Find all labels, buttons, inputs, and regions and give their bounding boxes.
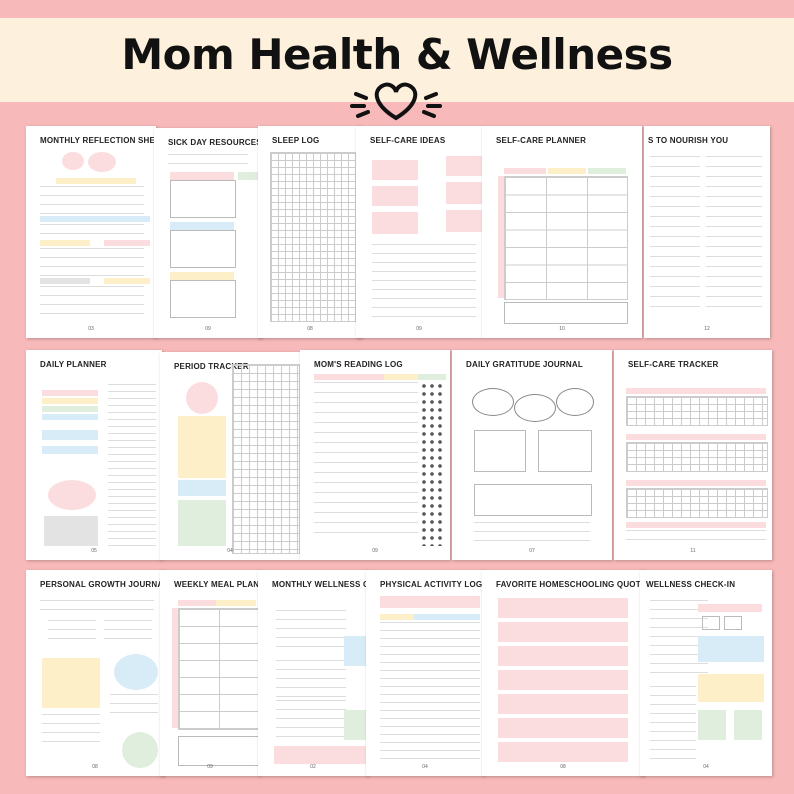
page-number: 10 <box>559 326 565 332</box>
heart-icon <box>350 82 442 121</box>
page-self-care-planner: SELF-CARE PLANNER 10 <box>482 126 642 338</box>
page-moms-reading-log: MOM'S READING LOG 09 <box>300 350 450 560</box>
page-number: 08 <box>92 764 98 770</box>
page-title: MONTHLY REFLECTION SHEET <box>40 136 156 145</box>
page-nourish-you: S TO NOURISH YOU 12 <box>644 126 770 338</box>
page-title: PHYSICAL ACTIVITY LOG <box>380 580 483 589</box>
page-personal-growth-journal: PERSONAL GROWTH JOURNAL 08 <box>26 570 164 776</box>
page-number: 08 <box>307 326 313 332</box>
page-number: 11 <box>690 548 696 554</box>
page-title: MONTHLY WELLNESS CHECK-IN <box>272 580 368 589</box>
page-daily-gratitude-journal: DAILY GRATITUDE JOURNAL 07 <box>452 350 612 560</box>
page-weekly-meal-planner: WEEKLY MEAL PLANNER 09 <box>160 570 260 776</box>
page-period-tracker: PERIOD TRACKER 04 <box>160 352 300 560</box>
page-title: SICK DAY RESOURCES <box>168 138 262 147</box>
page-self-care-tracker: SELF-CARE TRACKER 11 <box>614 350 772 560</box>
page-daily-planner: DAILY PLANNER 05 <box>26 350 162 560</box>
page-number: 09 <box>205 326 211 332</box>
page-title: MOM'S READING LOG <box>314 360 403 369</box>
page-sick-day-resources: SICK DAY RESOURCES 09 <box>154 128 262 338</box>
page-title: DAILY PLANNER <box>40 360 107 369</box>
page-title: DAILY GRATITUDE JOURNAL <box>466 360 583 369</box>
page-monthly-reflection: MONTHLY REFLECTION SHEET 03 <box>26 126 156 338</box>
page-favorite-homeschooling-quotes: FAVORITE HOMESCHOOLING QUOTES... 08 <box>482 570 644 776</box>
page-number: 07 <box>529 548 535 554</box>
page-title: PERSONAL GROWTH JOURNAL <box>40 580 164 589</box>
page-number: 04 <box>227 548 233 554</box>
page-title: S TO NOURISH YOU <box>648 136 729 145</box>
page-number: 05 <box>91 548 97 554</box>
page-number: 12 <box>704 326 710 332</box>
page-title: SELF-CARE PLANNER <box>496 136 587 145</box>
page-number: 08 <box>560 764 566 770</box>
page-title: PERIOD TRACKER <box>174 362 249 371</box>
page-number: 04 <box>422 764 428 770</box>
page-monthly-wellness-check-in: MONTHLY WELLNESS CHECK-IN 02 <box>258 570 368 776</box>
page-number: 09 <box>207 764 213 770</box>
page-number: 02 <box>310 764 316 770</box>
main-title: Mom Health & Wellness <box>121 30 673 79</box>
page-sleep-log: SLEEP LOG 08 <box>258 126 362 338</box>
page-title: WEEKLY MEAL PLANNER <box>174 580 260 589</box>
page-title: FAVORITE HOMESCHOOLING QUOTES... <box>496 580 644 589</box>
page-number: 04 <box>703 764 709 770</box>
page-physical-activity-log: PHYSICAL ACTIVITY LOG 04 <box>366 570 484 776</box>
page-number: 03 <box>88 326 94 332</box>
page-title: SLEEP LOG <box>272 136 320 145</box>
page-title: WELLNESS CHECK-IN <box>646 580 736 589</box>
page-self-care-ideas: SELF-CARE IDEAS 09 <box>356 126 482 338</box>
page-number: 09 <box>416 326 422 332</box>
page-title: SELF-CARE IDEAS <box>370 136 446 145</box>
page-number: 09 <box>372 548 378 554</box>
page-title: SELF-CARE TRACKER <box>628 360 719 369</box>
page-wellness-check-in: WELLNESS CHECK-IN 04 <box>640 570 772 776</box>
